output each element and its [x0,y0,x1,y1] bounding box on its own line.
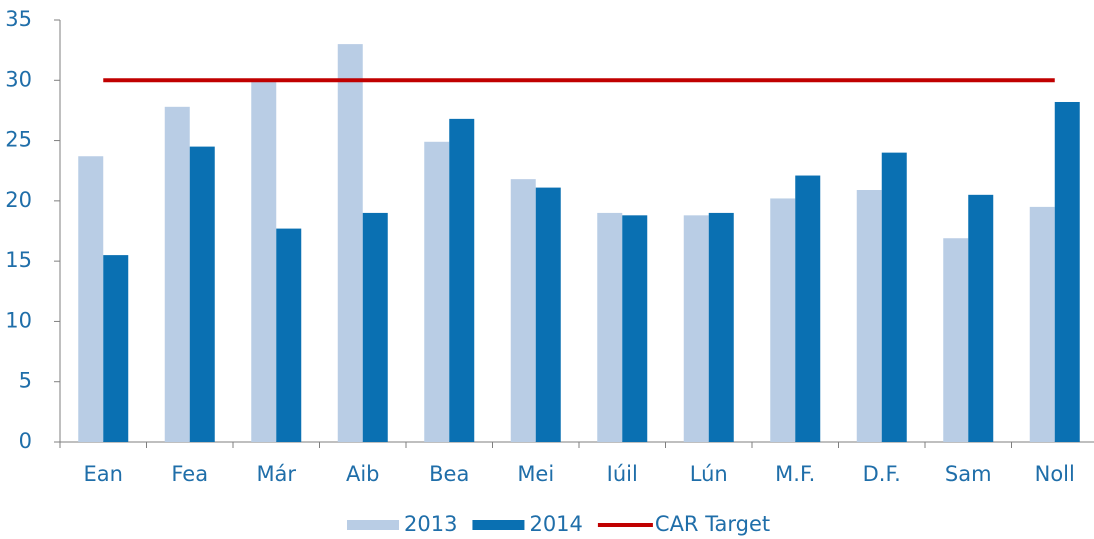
x-tick-label: Lún [690,462,728,486]
bar [770,198,796,442]
bar [449,118,475,443]
legend-swatch [347,520,399,530]
x-tick-label: Noll [1035,462,1075,486]
bar [535,187,561,442]
bar [1054,101,1080,442]
bar [78,156,104,442]
x-tick-label: Aib [346,462,380,486]
bar [943,238,969,442]
bar [1029,206,1055,442]
y-tick-label: 35 [5,7,32,31]
y-tick-label: 5 [19,369,32,393]
y-tick-label: 30 [5,67,32,91]
bar [881,152,907,442]
bar [683,215,709,442]
legend-swatch [472,520,525,530]
bar [510,179,536,442]
x-tick-label: Fea [171,462,208,486]
y-tick-label: 0 [19,429,32,453]
bar [164,106,190,442]
x-tick-label: M.F. [775,462,815,486]
bar [708,212,734,442]
bar [337,44,363,442]
y-tick-label: 10 [5,308,32,332]
x-tick-label: Ean [84,462,123,486]
y-tick-label: 15 [5,248,32,272]
x-tick-label: D.F. [863,462,901,486]
legend-label: 2014 [529,512,582,536]
bar [103,255,129,442]
bar [276,228,302,442]
bar [968,194,994,442]
y-tick-label: 20 [5,188,32,212]
legend-label: 2013 [404,512,457,536]
bar [251,80,277,443]
bar [189,146,215,442]
bar [622,215,648,442]
x-tick-label: Bea [429,462,469,486]
bar [424,141,450,442]
x-tick-label: Mei [517,462,554,486]
y-tick-label: 25 [5,128,32,152]
x-tick-label: Sam [945,462,992,486]
x-tick-label: Már [256,462,296,486]
x-tick-label: Iúil [607,462,638,486]
bar [856,190,882,442]
bar [362,212,388,442]
bar [795,175,821,442]
bar [597,212,623,442]
legend-label: CAR Target [655,512,770,536]
